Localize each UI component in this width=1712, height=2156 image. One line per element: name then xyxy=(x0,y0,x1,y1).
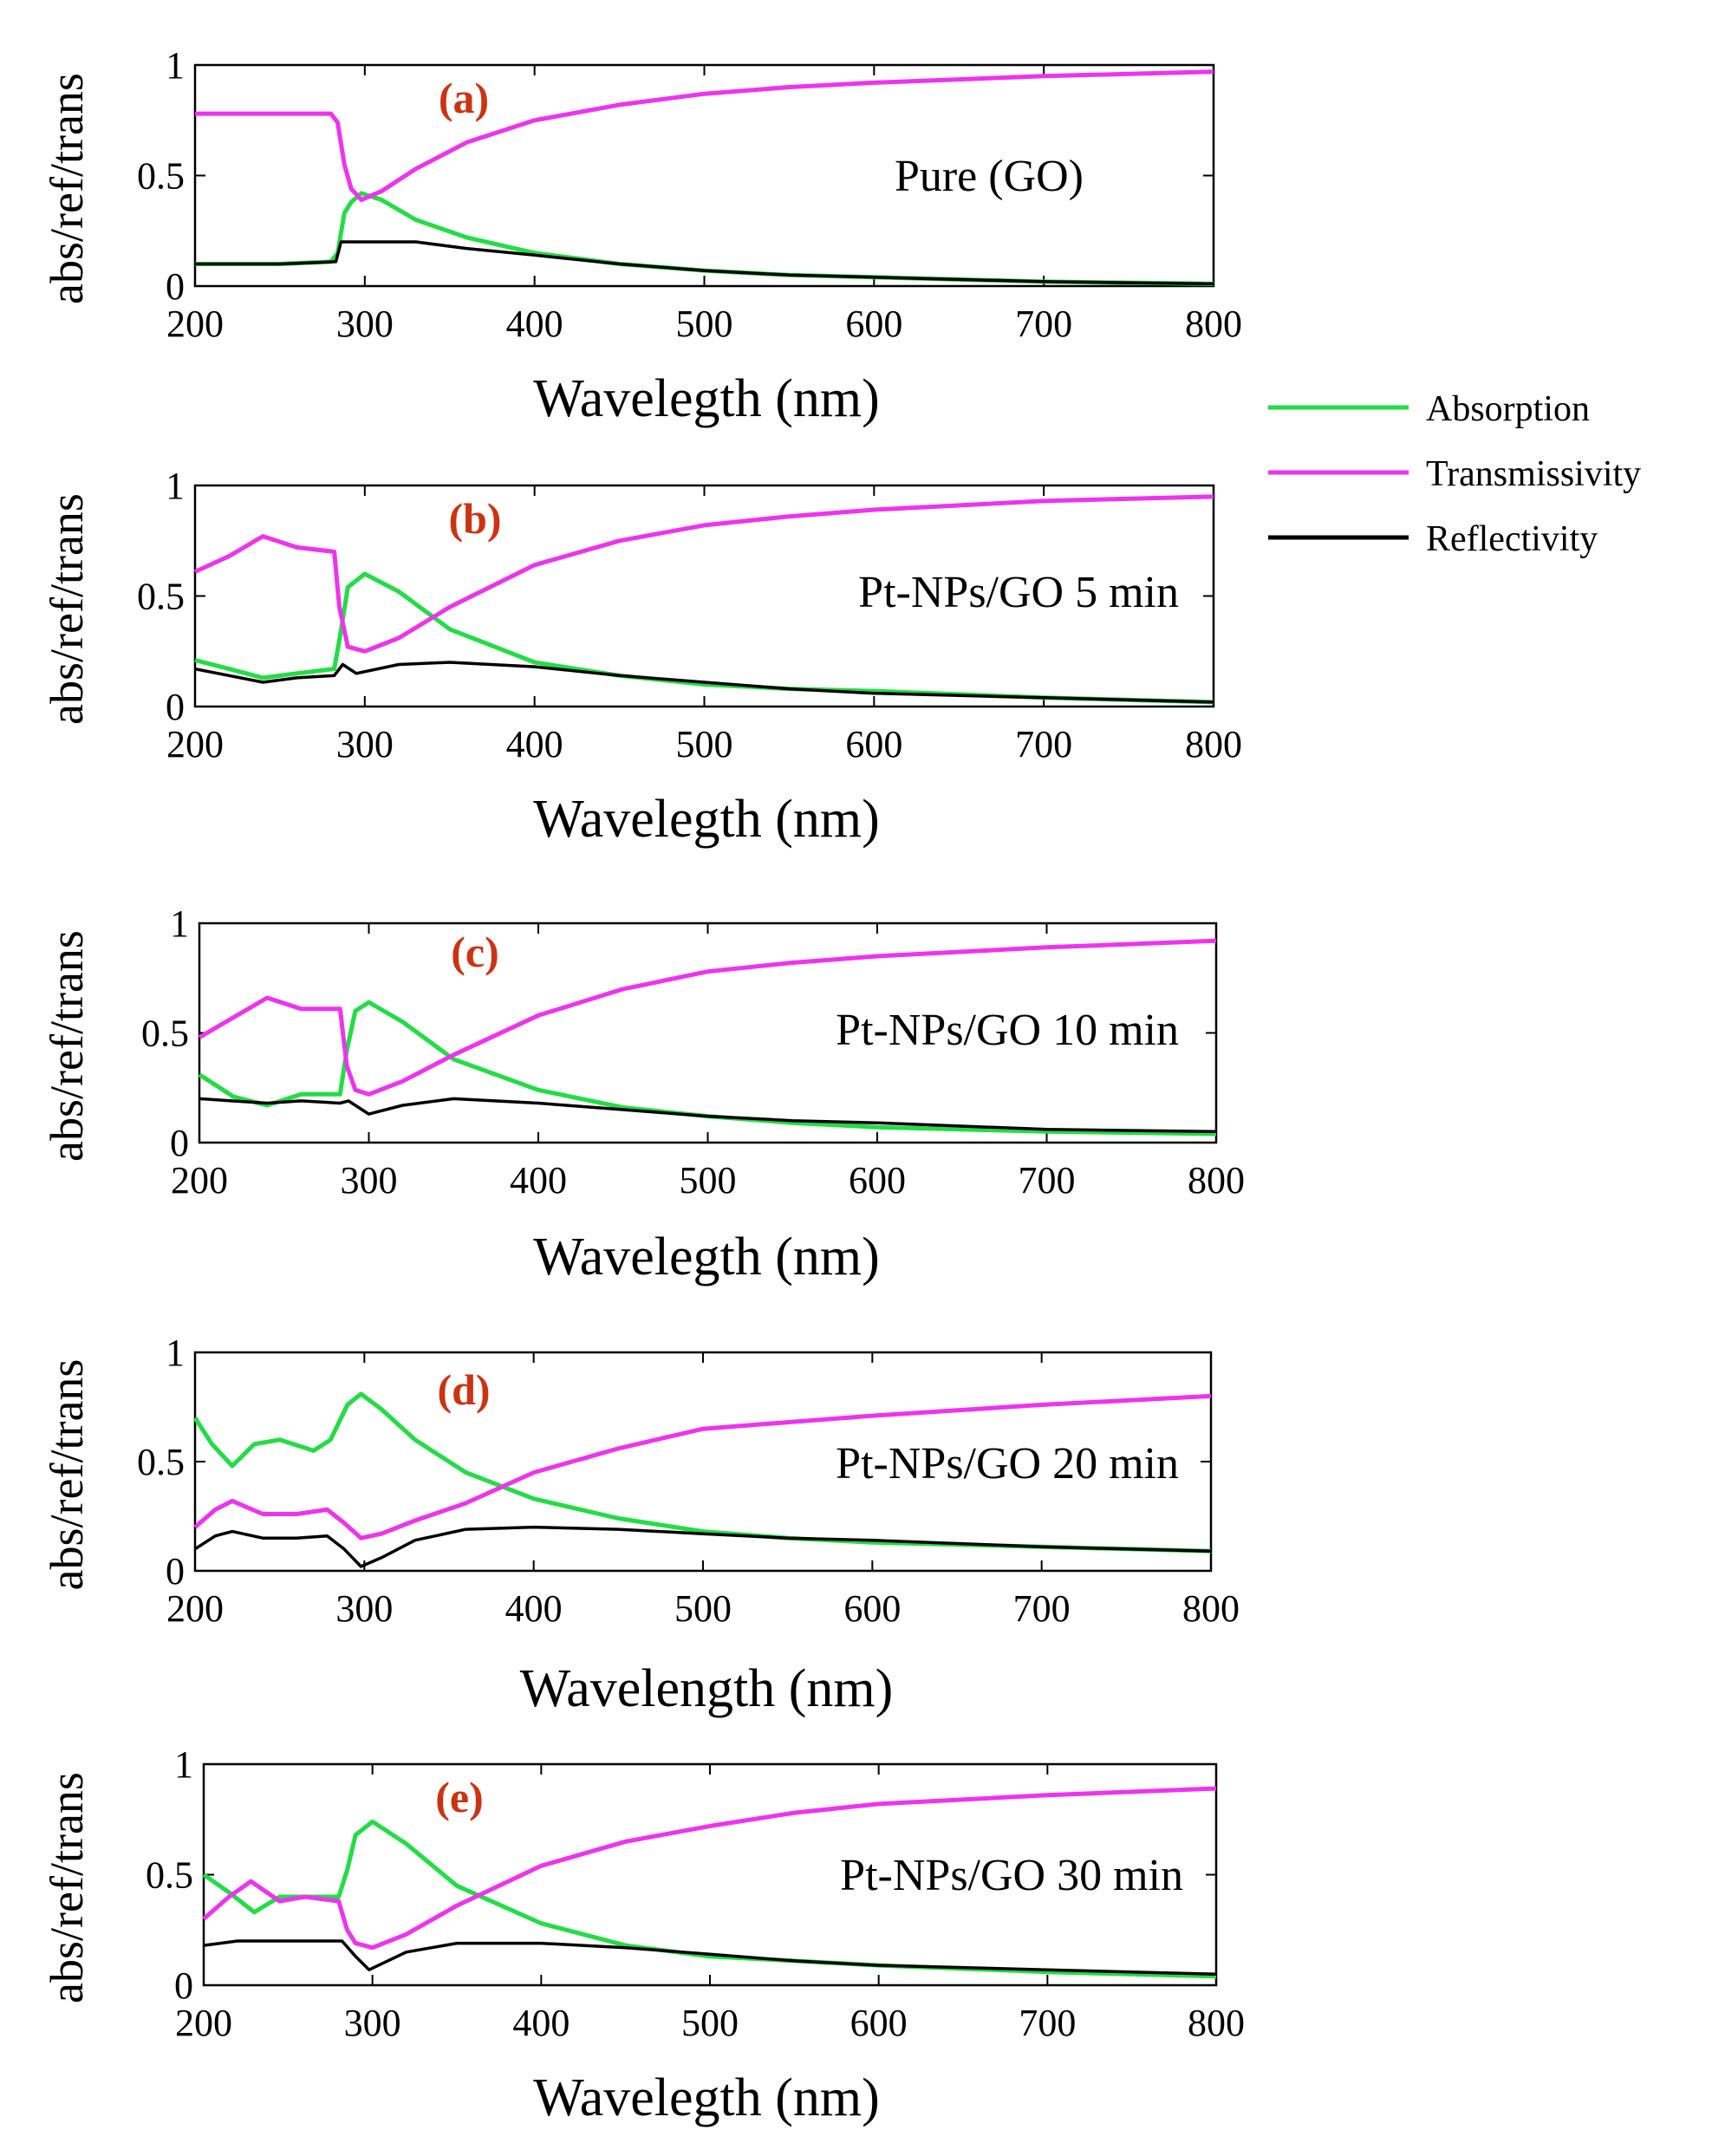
y-tick-label: 0 xyxy=(166,686,185,728)
legend: Absorption Transmissivity Reflectivity xyxy=(1268,389,1641,559)
panel-d: 200 300 400 500 600 700 800 0 0.5 1 Wavelength (nm… xyxy=(41,1332,1240,1718)
x-tick-label: 300 xyxy=(336,723,394,765)
y-tick-label: 0.5 xyxy=(141,1013,189,1055)
series-line-reflectivity xyxy=(195,240,1214,286)
panel-letter: (c) xyxy=(451,928,499,976)
series-line-transmissivity xyxy=(198,938,1217,1097)
sample-label: Pt-NPs/GO 20 min xyxy=(836,1439,1179,1488)
legend-label-transmissivity: Transmissivity xyxy=(1426,454,1641,494)
x-tick-label: 200 xyxy=(166,723,224,765)
x-tick-label: 600 xyxy=(849,1159,906,1202)
sample-label: Pt-NPs/GO 30 min xyxy=(840,1851,1183,1900)
y-axis-title: abs/ref/trans xyxy=(41,1359,93,1591)
y-tick-label: 1 xyxy=(174,1743,193,1786)
x-tick-label: 400 xyxy=(505,1587,563,1630)
x-tick-label: 800 xyxy=(1185,723,1242,765)
panel-b: 200 300 400 500 600 700 800 0 0.5 1 Wavelegth (nm)… xyxy=(41,465,1242,849)
x-tick-label: 200 xyxy=(166,1587,224,1630)
series-line-absorption xyxy=(198,1000,1217,1137)
x-tick-label: 700 xyxy=(1013,1587,1071,1630)
x-tick-label: 200 xyxy=(166,303,224,345)
x-tick-label: 800 xyxy=(1188,1159,1245,1202)
y-axis-title: abs/ref/trans xyxy=(41,930,93,1162)
y-tick-label: 0 xyxy=(174,1964,193,2007)
x-tick-label: 700 xyxy=(1015,303,1072,345)
x-tick-label: 300 xyxy=(335,1587,393,1630)
x-tick-label: 600 xyxy=(843,1587,901,1630)
y-tick-label: 0.5 xyxy=(137,1441,185,1483)
x-tick-label: 500 xyxy=(681,2002,739,2044)
panel-e: 200 300 400 500 600 700 800 0 0.5 1 Wavelegth (nm)… xyxy=(41,1743,1245,2127)
x-tick-label: 600 xyxy=(845,303,902,345)
series-line-transmissivity xyxy=(193,494,1214,654)
panel-letter: (b) xyxy=(448,494,501,543)
y-tick-label: 1 xyxy=(166,465,185,507)
series-line-reflectivity xyxy=(199,1097,1217,1134)
x-tick-label: 600 xyxy=(850,2002,908,2044)
y-axis-title: abs/ref/trans xyxy=(41,73,93,304)
series-line-transmissivity xyxy=(202,1786,1217,1951)
x-tick-label: 200 xyxy=(175,2002,232,2044)
x-tick-label: 500 xyxy=(676,303,733,345)
y-tick-label: 0 xyxy=(166,1550,185,1593)
y-tick-label: 1 xyxy=(166,44,185,87)
y-tick-label: 0.5 xyxy=(137,576,185,618)
x-axis-title: Wavelegth (nm) xyxy=(533,1228,880,1286)
x-tick-label: 700 xyxy=(1019,1159,1076,1202)
x-tick-label: 300 xyxy=(344,2002,401,2044)
series-line-reflectivity xyxy=(203,1939,1217,1977)
y-axis-title: abs/ref/trans xyxy=(41,1772,93,2003)
y-tick-label: 0.5 xyxy=(137,155,185,198)
panel-letter: (a) xyxy=(439,74,489,122)
x-tick-label: 500 xyxy=(674,1587,732,1630)
series-line-reflectivity xyxy=(194,1525,1212,1568)
y-axis-title: abs/ref/trans xyxy=(41,493,93,725)
legend-label-reflectivity: Reflectivity xyxy=(1426,519,1598,559)
x-tick-label: 600 xyxy=(845,723,902,765)
x-tick-label: 500 xyxy=(680,1159,737,1202)
y-tick-label: 1 xyxy=(170,902,189,945)
x-axis-title: Wavelength (nm) xyxy=(520,1659,894,1718)
x-tick-label: 400 xyxy=(512,2002,570,2044)
y-tick-label: 1 xyxy=(166,1332,185,1374)
series-line-transmissivity xyxy=(193,1393,1212,1540)
x-tick-label: 300 xyxy=(336,303,394,345)
x-tick-label: 800 xyxy=(1188,2002,1245,2044)
y-tick-label: 0.5 xyxy=(146,1854,193,1897)
x-axis-title: Wavelegth (nm) xyxy=(533,369,880,428)
x-tick-label: 300 xyxy=(341,1159,398,1202)
sample-label: Pt-NPs/GO 5 min xyxy=(858,568,1179,617)
series-line-transmissivity xyxy=(195,69,1214,203)
x-axis-title: Wavelegth (nm) xyxy=(533,2068,880,2127)
panel-c: 200 300 400 500 600 700 800 0 0.5 1 Wavelegth (nm)… xyxy=(41,902,1245,1286)
x-tick-label: 700 xyxy=(1019,2002,1076,2044)
sample-label: Pure (GO) xyxy=(895,152,1084,201)
panel-letter: (e) xyxy=(435,1773,484,1821)
x-tick-label: 700 xyxy=(1015,723,1072,765)
x-axis-title: Wavelegth (nm) xyxy=(533,790,880,849)
x-tick-label: 400 xyxy=(506,303,563,345)
legend-label-absorption: Absorption xyxy=(1426,389,1590,429)
x-tick-label: 400 xyxy=(510,1159,567,1202)
panel-a: 200 300 400 500 600 700 800 0 0.5 1 Wavelegth (nm)… xyxy=(41,44,1242,428)
x-tick-label: 800 xyxy=(1182,1587,1240,1630)
y-tick-label: 0 xyxy=(166,265,185,308)
x-tick-label: 800 xyxy=(1185,303,1242,345)
series-line-reflectivity xyxy=(194,661,1214,704)
panel-letter: (d) xyxy=(437,1365,490,1414)
x-tick-label: 200 xyxy=(171,1159,228,1202)
x-tick-label: 500 xyxy=(676,723,733,765)
y-tick-label: 0 xyxy=(170,1122,189,1164)
sample-label: Pt-NPs/GO 10 min xyxy=(836,1006,1179,1055)
x-tick-label: 400 xyxy=(506,723,563,765)
